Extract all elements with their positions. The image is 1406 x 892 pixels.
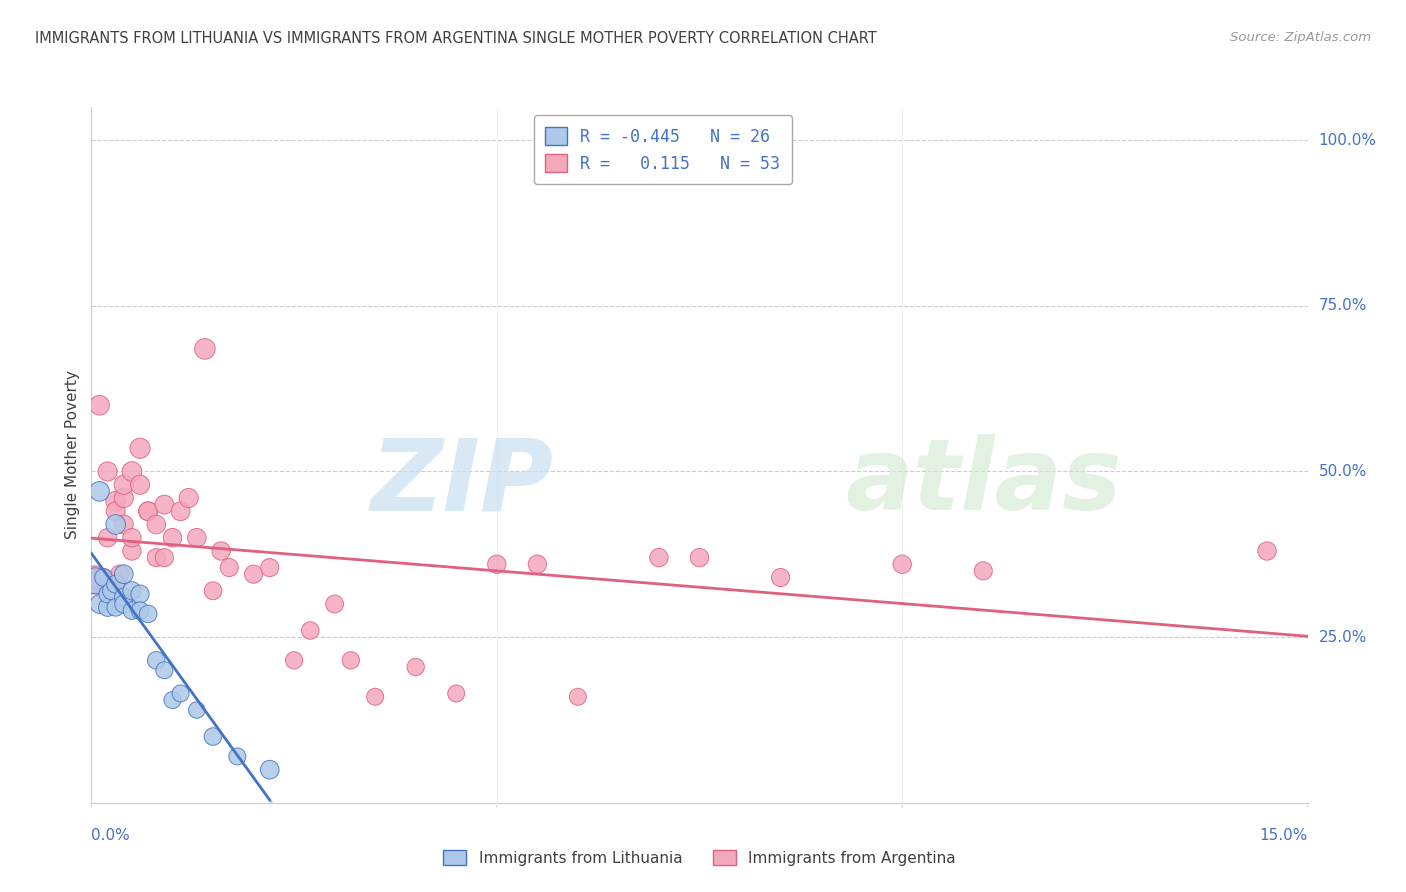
Point [112, 591, 135, 605]
Point [97, 587, 120, 601]
Point [194, 342, 217, 356]
Text: 75.0%: 75.0% [1319, 298, 1367, 313]
Point [97, 600, 120, 615]
Point [169, 504, 191, 518]
Point [104, 517, 127, 532]
Text: 50.0%: 50.0% [1319, 464, 1367, 479]
Point [112, 597, 135, 611]
Point [226, 749, 249, 764]
Point [97, 531, 120, 545]
Point [340, 653, 363, 667]
Point [100, 583, 122, 598]
Text: IMMIGRANTS FROM LITHUANIA VS IMMIGRANTS FROM ARGENTINA SINGLE MOTHER POVERTY COR: IMMIGRANTS FROM LITHUANIA VS IMMIGRANTS … [35, 31, 877, 46]
Point [93, 570, 115, 584]
Point [112, 477, 135, 491]
Point [259, 560, 281, 574]
Point [121, 544, 143, 558]
Point [218, 560, 240, 574]
Text: atlas: atlas [845, 434, 1122, 532]
Point [567, 690, 589, 704]
Point [169, 686, 191, 700]
Point [162, 693, 184, 707]
Point [186, 703, 208, 717]
Point [145, 550, 167, 565]
Point [136, 607, 159, 621]
Text: 100.0%: 100.0% [1319, 133, 1376, 148]
Point [526, 558, 548, 572]
Point [82, 574, 104, 588]
Point [112, 491, 135, 505]
Point [153, 663, 176, 677]
Point [405, 660, 427, 674]
Point [97, 465, 120, 479]
Point [145, 517, 167, 532]
Point [299, 624, 322, 638]
Text: 15.0%: 15.0% [1260, 828, 1308, 843]
Point [93, 570, 115, 584]
Point [89, 484, 111, 499]
Legend: Immigrants from Lithuania, Immigrants from Argentina: Immigrants from Lithuania, Immigrants fr… [437, 844, 962, 871]
Point [121, 465, 143, 479]
Y-axis label: Single Mother Poverty: Single Mother Poverty [65, 370, 80, 540]
Point [104, 574, 127, 588]
Point [364, 690, 387, 704]
Point [153, 498, 176, 512]
Text: ZIP: ZIP [371, 434, 554, 532]
Point [104, 504, 127, 518]
Point [323, 597, 346, 611]
Point [136, 504, 159, 518]
Point [129, 477, 152, 491]
Point [444, 686, 467, 700]
Point [648, 550, 671, 565]
Point [112, 567, 135, 582]
Point [97, 577, 120, 591]
Point [89, 398, 111, 412]
Point [485, 558, 508, 572]
Point [186, 531, 208, 545]
Point [1256, 544, 1278, 558]
Point [972, 564, 994, 578]
Point [89, 574, 111, 588]
Text: 0.0%: 0.0% [91, 828, 131, 843]
Text: Source: ZipAtlas.com: Source: ZipAtlas.com [1230, 31, 1371, 45]
Point [104, 577, 127, 591]
Point [84, 577, 107, 591]
Point [129, 604, 152, 618]
Point [104, 494, 127, 508]
Point [202, 583, 225, 598]
Point [177, 491, 200, 505]
Point [242, 567, 264, 582]
Point [83, 570, 105, 584]
Point [283, 653, 305, 667]
Point [104, 600, 127, 615]
Text: 25.0%: 25.0% [1319, 630, 1367, 645]
Point [688, 550, 710, 565]
Point [84, 574, 107, 588]
Point [136, 504, 159, 518]
Point [108, 567, 131, 582]
Point [121, 583, 143, 598]
Point [202, 730, 225, 744]
Point [145, 653, 167, 667]
Point [129, 442, 152, 456]
Point [891, 558, 914, 572]
Point [769, 570, 792, 584]
Point [153, 550, 176, 565]
Point [121, 604, 143, 618]
Point [121, 531, 143, 545]
Point [162, 531, 184, 545]
Point [89, 597, 111, 611]
Point [129, 587, 152, 601]
Point [209, 544, 232, 558]
Point [112, 517, 135, 532]
Point [259, 763, 281, 777]
